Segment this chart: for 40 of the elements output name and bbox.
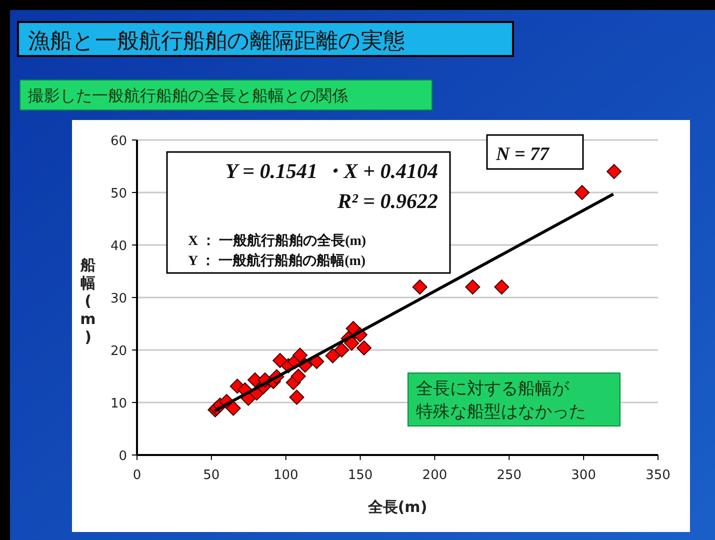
chart-subtitle: 撮影した一般航行船舶の全長と船幅との関係 xyxy=(28,86,348,105)
annotation: N = 77 xyxy=(495,144,551,165)
y-tick-label: 40 xyxy=(110,239,127,254)
point xyxy=(292,348,308,363)
x-tick-label: 150 xyxy=(348,468,373,483)
y-tick-label: 60 xyxy=(110,134,127,149)
point xyxy=(494,280,510,294)
annotation: Y ： 一般航行船舶の船幅(m) xyxy=(188,252,366,269)
y-tick-label: 0 xyxy=(118,449,127,464)
point xyxy=(272,353,288,368)
point xyxy=(290,368,306,384)
x-tick-label: 50 xyxy=(203,468,220,483)
y-tick-label: 10 xyxy=(110,396,127,412)
y-tick-label: 20 xyxy=(110,344,127,359)
point xyxy=(606,164,622,179)
point xyxy=(289,390,304,405)
point xyxy=(412,280,428,294)
x-tick-label: 100 xyxy=(273,468,298,483)
point xyxy=(465,280,480,294)
annotation: Y = 0.1541 ・X + 0.4104 xyxy=(225,159,438,183)
chart-title: 漁船と一般航行船舶の離隔距離の実態 xyxy=(28,29,405,54)
annotation: R² = 0.9622 xyxy=(336,189,438,213)
point xyxy=(226,400,241,416)
y-axis-title: 船幅(m) xyxy=(80,256,96,346)
point xyxy=(334,342,350,358)
point xyxy=(574,185,590,200)
x-tick-label: 300 xyxy=(571,468,596,483)
annotation: 全長に対する船幅が xyxy=(416,379,570,399)
x-tick-label: 250 xyxy=(496,468,522,483)
point xyxy=(356,340,372,356)
y-tick-label: 50 xyxy=(110,186,127,202)
y-tick-label: 30 xyxy=(110,292,127,306)
point xyxy=(325,348,340,364)
x-tick-label: 350 xyxy=(646,468,670,483)
x-tick-label: 200 xyxy=(422,468,448,483)
x-axis-title: 全長(m) xyxy=(366,498,428,516)
annotation: X ： 一般航行船舶の全長(m) xyxy=(188,232,366,249)
point xyxy=(344,336,360,351)
annotation: 特殊な船型はなかった xyxy=(416,402,586,422)
x-tick-label: 0 xyxy=(132,468,142,483)
